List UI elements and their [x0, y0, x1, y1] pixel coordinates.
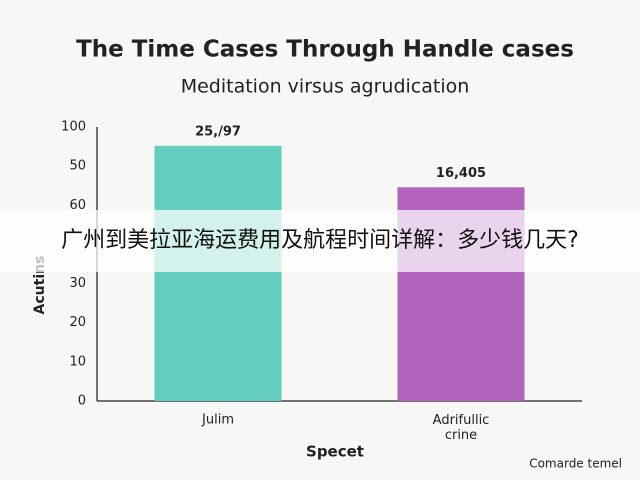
y-tick-label: 50	[69, 159, 86, 174]
chart-title: The Time Cases Through Handle cases	[76, 37, 574, 63]
x-tick-label: Julim	[201, 413, 234, 428]
chart-subtitle: Meditation virsus agrudication	[181, 76, 470, 98]
x-tick-label: Adrifullic crine	[433, 413, 490, 443]
y-tick-label: 100	[61, 120, 86, 135]
footer: Comarde temel	[529, 457, 622, 471]
y-tick-label: 20	[69, 315, 86, 330]
overlay-banner: 广州到美拉亚海运费用及航程时间详解：多少钱几天?	[0, 210, 640, 272]
annotation: 25,/97	[195, 124, 241, 139]
y-tick-label: 0	[78, 394, 86, 409]
y-tick-label: 60	[69, 198, 86, 213]
x-axis-label: Specet	[306, 443, 364, 461]
annotation: 16,405	[436, 166, 486, 181]
y-tick-label: 10	[69, 354, 86, 369]
y-tick-label: 30	[69, 276, 86, 291]
bar	[154, 145, 282, 401]
